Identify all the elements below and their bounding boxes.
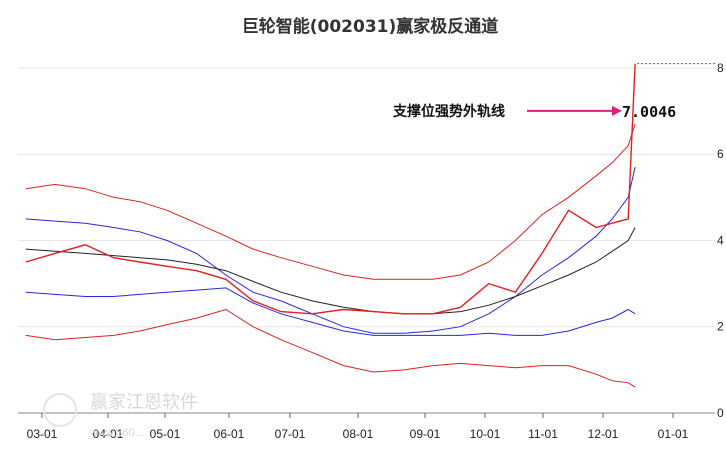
x-tick-label: 06-01	[214, 427, 245, 441]
series-line-3	[25, 227, 636, 315]
watermark-logo	[43, 393, 77, 427]
series-group	[25, 63, 715, 388]
series-line-4	[25, 287, 636, 336]
annotation-arrowhead	[612, 105, 622, 116]
annotation-value: 7.0046	[622, 103, 676, 121]
series-line-6	[25, 63, 636, 315]
x-tick-label: 05-01	[150, 427, 181, 441]
watermark: 赢家江恩软件 www.360...	[43, 391, 198, 439]
x-tick-label: 09-01	[410, 427, 441, 441]
series-line-2	[25, 166, 636, 334]
series-line-5	[25, 308, 636, 388]
watermark-text: 赢家江恩软件	[90, 391, 198, 413]
chart-title: 巨轮智能(002031)赢家极反通道	[242, 16, 499, 37]
x-tick-label: 04-01	[93, 427, 124, 441]
x-tick-label: 10-01	[470, 427, 501, 441]
tick-labels: 03-01 04-01 05-01 06-01 07-01 08-01 09-01 10-01…	[27, 61, 724, 441]
y-tick-label: 0	[717, 406, 724, 420]
watermark-site: www.360...	[89, 427, 144, 439]
x-tick-label: 03-01	[27, 427, 58, 441]
x-tick-label: 11-01	[528, 427, 558, 441]
annotation: 支撑位强势外轨线 7.0046	[392, 103, 676, 121]
x-tick-label: 12-01	[588, 427, 619, 441]
x-tick-label: 08-01	[343, 427, 374, 441]
annotation-label: 支撑位强势外轨线	[392, 103, 505, 120]
grid	[18, 67, 715, 414]
y-tick-label: 6	[717, 147, 724, 161]
series-line-1	[25, 123, 636, 280]
y-tick-label: 8	[717, 61, 724, 75]
y-tick-label: 4	[717, 233, 724, 247]
x-tick-label: 07-01	[275, 427, 306, 441]
y-tick-label: 2	[717, 320, 724, 334]
x-tick-label: 01-01	[658, 427, 689, 441]
